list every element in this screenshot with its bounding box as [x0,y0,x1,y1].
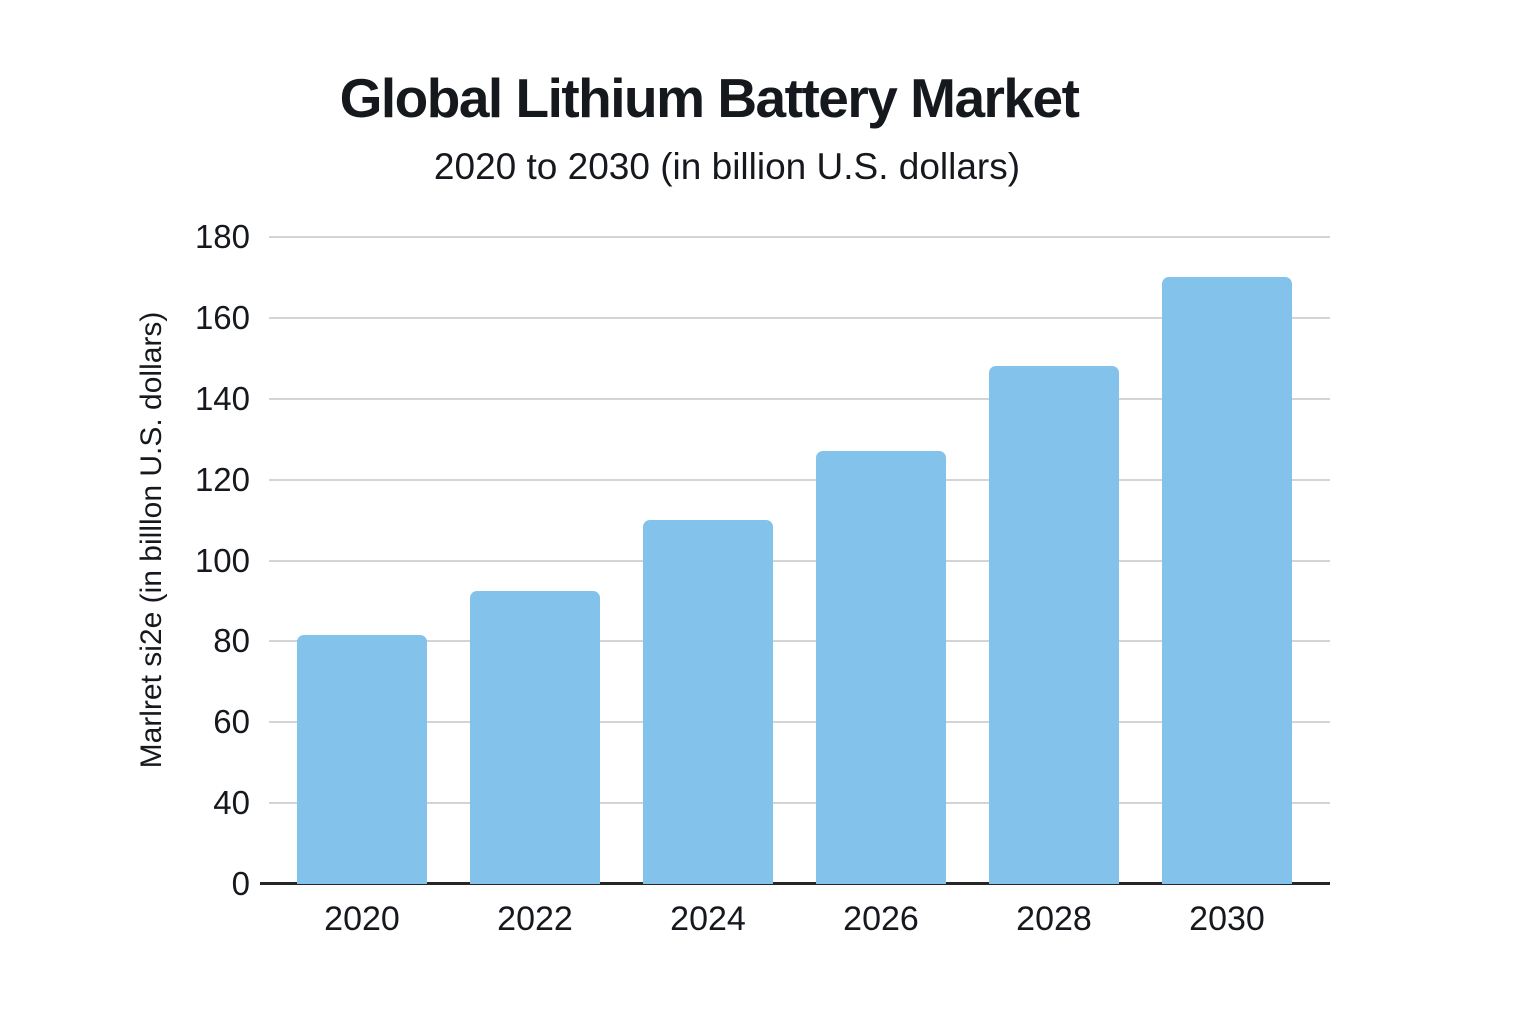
y-tick-label: 40 [213,784,250,822]
x-tick-label: 2030 [1189,900,1265,938]
bar-2022 [470,590,600,884]
plot-area: 0 40 60 80 100 120 140 160 180 2020 2022 2024 2026 20… [195,218,1330,938]
y-tick-label: 180 [194,218,250,255]
bar-2024 [643,520,773,884]
x-tick-label: 2020 [324,900,400,938]
gridline-100 [269,559,1330,562]
y-tick-label: 160 [194,298,250,336]
bar-2028 [989,366,1119,884]
gridline-140 [269,397,1330,400]
x-tick-label: 2024 [670,900,746,938]
gridline-180 [269,236,1330,238]
y-tick-label: 60 [213,703,250,741]
gridline-40 [269,802,1330,805]
gridline-160 [269,316,1330,319]
chart-subtitle: 2020 to 2030 (in billion U.S. dollars) [433,146,1021,187]
chart-title: Global Lithium Battery Market [339,67,1080,129]
y-tick-label: 140 [194,379,250,417]
bar-2030 [1162,277,1292,884]
bar-2020 [297,635,427,884]
gridline-60 [269,721,1330,724]
y-tick-label: 0 [231,865,250,902]
gridline-80 [269,640,1330,643]
x-axis-line [260,882,1330,885]
x-tick-label: 2028 [1016,900,1092,938]
x-tick-label: 2026 [843,900,919,938]
gridline-120 [269,478,1330,481]
y-tick-label: 80 [213,622,250,660]
y-tick-label: 120 [194,460,250,498]
bar-2026 [816,451,946,884]
x-tick-label: 2022 [497,900,573,938]
y-tick-label: 100 [194,541,250,579]
